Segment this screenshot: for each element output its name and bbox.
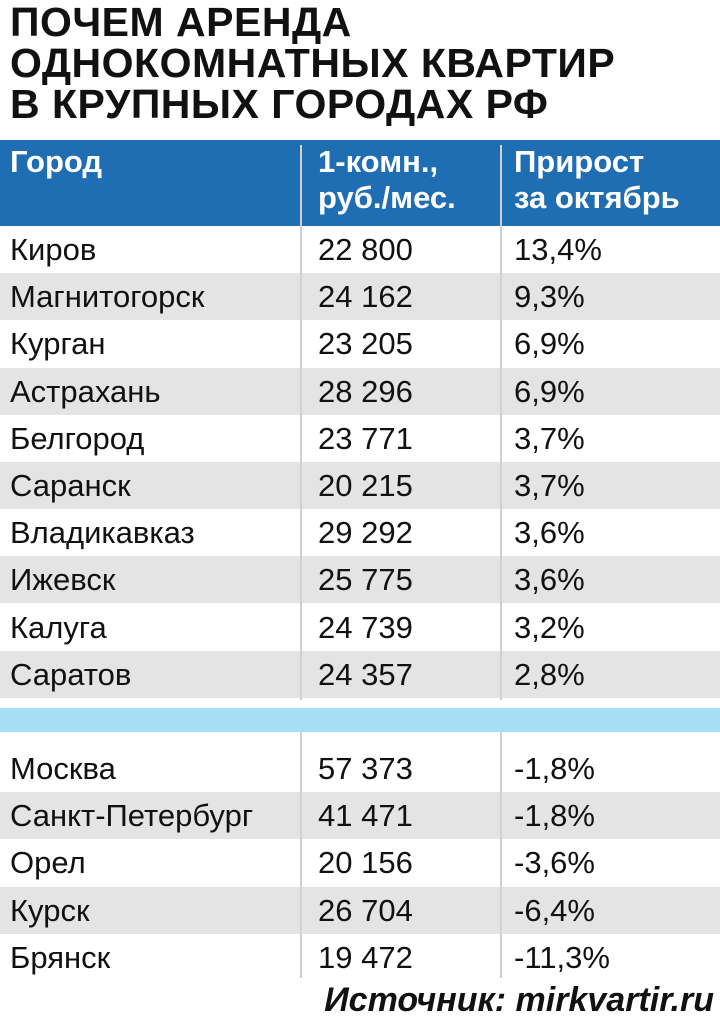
table-cell: 6,9% [514,373,585,409]
title-line: ОДНОКОМНАТНЫХ КВАРТИР [10,40,616,86]
header-cell: Прирост [514,144,645,179]
table-cell: -1,8% [514,798,595,834]
table-cell: Магнитогорск [10,279,205,315]
table-cell: -11,3% [514,939,610,975]
table-cell: 57 373 [318,751,413,786]
table-cell: Калуга [10,609,107,645]
table-cell: Брянск [10,939,111,975]
column-divider [300,732,302,978]
table-cell: Астрахань [10,373,161,409]
table-cell: 41 471 [318,798,413,834]
table-row [0,792,720,840]
group-separator [0,708,720,732]
table-cell: Киров [10,232,97,267]
header-cell: за октябрь [514,180,680,215]
table-cell: 3,6% [514,515,585,551]
table-cell: Москва [10,751,116,786]
table-cell: Санкт-Петербург [10,798,254,834]
table-row [0,556,720,604]
table-cell: 28 296 [318,373,413,409]
table-cell: Белгород [10,420,145,456]
table-cell: 3,7% [514,468,585,503]
table-row [0,886,720,934]
table-row [0,367,720,415]
table-row [0,839,720,887]
column-divider [500,145,502,700]
table-cell: 24 357 [318,656,413,692]
table-cell: 3,6% [514,562,585,598]
table-cell: 24 739 [318,609,413,645]
table-cell: 24 162 [318,279,413,315]
table-cell: -3,6% [514,845,595,881]
table-cell: 6,9% [514,326,585,362]
header-cell: Город [10,144,103,179]
table-cell: 23 771 [318,420,413,456]
header-bar [0,140,720,226]
title-line: В КРУПНЫХ ГОРОДАХ РФ [10,81,549,127]
table-cell: Курск [10,892,90,928]
column-divider [500,732,502,978]
table-cell: Орел [10,845,86,881]
table-cell: 20 215 [318,468,413,503]
title-line: ПОЧЕМ АРЕНДА [10,0,352,45]
table-row [0,320,720,368]
table-cell: 22 800 [318,232,413,267]
table-row [0,650,720,698]
table-cell: 26 704 [318,892,413,928]
table-row [0,414,720,462]
table-row [0,745,720,792]
table-cell: 13,4% [514,232,602,267]
table-cell: Саратов [10,656,132,692]
header-cell: 1-комн., [318,144,439,179]
table-cell: Курган [10,326,106,362]
table-row [0,462,720,509]
table-cell: 2,8% [514,656,585,692]
table-cell: 19 472 [318,939,413,975]
table-cell: -1,8% [514,751,595,786]
table-cell: 3,2% [514,609,585,645]
table-cell: 29 292 [318,515,413,551]
table-cell: 25 775 [318,562,413,598]
source: Источник: mirkvartir.ru [324,981,714,1019]
table-cell: 23 205 [318,326,413,362]
table-cell: 9,3% [514,279,585,315]
table-row [0,933,720,981]
table-row [0,509,720,557]
table-cell: 20 156 [318,845,413,881]
table-cell: Владикавказ [10,515,195,551]
table-cell: -6,4% [514,892,595,928]
table-row [0,603,720,651]
table-row [0,273,720,321]
table-cell: 3,7% [514,420,585,456]
column-divider [300,145,302,700]
table-row [0,226,720,273]
table-cell: Ижевск [10,562,116,598]
table-cell: Саранск [10,468,131,503]
header-cell: руб./мес. [318,180,456,215]
